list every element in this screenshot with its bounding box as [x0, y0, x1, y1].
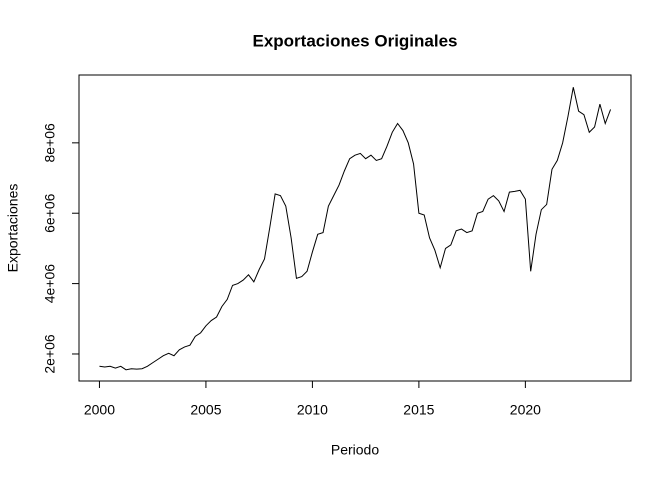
- x-tick-label: 2010: [297, 402, 328, 418]
- y-tick-label: 4e+06: [42, 264, 58, 304]
- x-axis-label: Periodo: [331, 442, 379, 458]
- x-tick-label: 2020: [510, 402, 541, 418]
- x-tick-label: 2000: [84, 402, 115, 418]
- y-tick-label: 6e+06: [42, 193, 58, 233]
- chart-title: Exportaciones Originales: [252, 31, 457, 50]
- y-tick-label: 8e+06: [42, 123, 58, 163]
- plot-box: [78, 74, 632, 382]
- y-axis-label: Exportaciones: [5, 184, 21, 273]
- series-line: [99, 87, 612, 371]
- x-tick-label: 2005: [190, 402, 221, 418]
- x-tick-label: 2015: [403, 402, 434, 418]
- y-tick-label: 2e+06: [42, 334, 58, 374]
